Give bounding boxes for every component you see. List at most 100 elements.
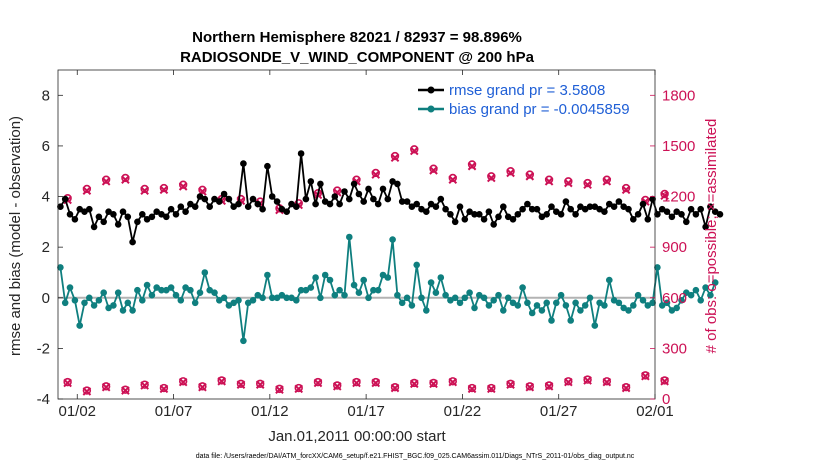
rmse-point	[86, 205, 93, 213]
bias-point	[360, 276, 368, 284]
obs-possible-point	[121, 173, 130, 183]
y-axis-right-ticks: 0 300 600 900 1200 1500 1800	[650, 87, 695, 408]
rmse-point	[634, 211, 642, 218]
obs-possible-point	[544, 175, 554, 184]
bias-point	[167, 284, 175, 291]
rmse-point	[365, 185, 372, 193]
x-axis-label: Jan.01,2011 00:00:00 start	[268, 428, 446, 445]
bias-point	[673, 304, 680, 312]
obs-possible-point	[641, 371, 650, 380]
obs-assimilated-point	[409, 146, 419, 156]
obs-assimilated-point	[448, 377, 458, 387]
obs-possible-point	[429, 164, 438, 173]
bias-point	[61, 299, 69, 307]
y-left-tick-label: 2	[42, 239, 50, 256]
bias-point	[562, 302, 570, 309]
obs-possible-point	[602, 175, 612, 184]
rmse-point	[615, 198, 623, 205]
rmse-point	[206, 203, 213, 210]
obs-possible-point	[660, 376, 669, 385]
obs-assimilated-point	[63, 378, 72, 388]
rmse-point	[649, 195, 656, 203]
rmse-point	[423, 208, 430, 215]
bias-point	[66, 284, 74, 291]
obs-possible-point	[583, 375, 592, 384]
obs-assimilated-point	[429, 166, 438, 175]
obs-assimilated-point	[621, 383, 631, 393]
bias-point	[346, 233, 353, 241]
bias-point	[451, 294, 459, 302]
bias-point	[427, 279, 435, 286]
rmse-point	[90, 223, 98, 231]
rmse-point	[139, 211, 146, 218]
obs-possible-point	[467, 383, 477, 393]
rmse-point	[528, 205, 536, 213]
bias-point	[442, 291, 449, 299]
obs-assimilated-point	[371, 170, 381, 179]
obs-possible-point	[410, 378, 419, 388]
bias-point	[312, 274, 319, 281]
obs-assimilated-point	[352, 378, 361, 388]
rmse-point	[57, 203, 64, 210]
rmse-point	[485, 208, 493, 215]
y-right-tick-label: 600	[662, 290, 687, 307]
rmse-point	[437, 195, 445, 203]
rmse-point	[567, 205, 574, 213]
bias-point	[293, 297, 300, 304]
bias-point	[663, 299, 671, 307]
rmse-point	[683, 218, 690, 226]
rmse-point	[71, 216, 79, 223]
rmse-point	[110, 211, 117, 218]
bias-point	[336, 286, 343, 294]
bias-point	[264, 271, 271, 279]
obs-assimilated-point	[159, 384, 169, 394]
rmse-point	[355, 190, 363, 198]
obs-assimilated-point	[583, 180, 592, 190]
legend-rmse-label: rmse grand pr = 3.5808	[449, 82, 605, 99]
bias-point	[398, 299, 406, 307]
rmse-point	[451, 218, 459, 226]
obs-possible-point	[371, 168, 380, 178]
obs-possible-point	[256, 379, 265, 389]
obs-assimilated-point	[544, 177, 554, 186]
rmse-point	[398, 198, 406, 205]
bias-point	[514, 302, 522, 309]
bias-point	[581, 302, 589, 309]
obs-possible-point	[121, 385, 130, 394]
bias-point	[553, 299, 560, 307]
obs-assimilated-point	[371, 378, 381, 388]
y-axis-left-label: rmse and bias (model - observation)	[7, 116, 24, 356]
obs-assimilated-point	[121, 175, 130, 184]
bias-point	[355, 289, 363, 297]
bias-point	[110, 302, 117, 309]
obs-possible-point	[602, 377, 612, 386]
bias-point	[466, 289, 473, 297]
obs-possible-point	[487, 383, 496, 393]
legend: rmse grand pr = 3.5808 bias grand pr = -…	[418, 82, 630, 118]
rmse-point	[264, 162, 271, 170]
bias-point	[211, 289, 218, 297]
bias-point	[606, 276, 613, 284]
bias-point	[548, 317, 555, 324]
bias-point	[302, 286, 310, 294]
y-left-tick-label: 8	[42, 87, 50, 104]
y-right-tick-label: 1500	[662, 138, 695, 155]
rmse-point	[524, 200, 531, 208]
y-right-tick-label: 300	[662, 340, 687, 357]
bias-point	[625, 307, 632, 314]
bias-point	[283, 294, 291, 302]
bias-point	[370, 286, 377, 294]
bias-point	[572, 299, 579, 307]
bias-point	[519, 284, 526, 291]
obs-possible-point	[294, 383, 303, 393]
bias-point	[418, 294, 425, 302]
bias-point	[528, 309, 536, 317]
obs-assimilated-point	[255, 380, 265, 389]
rmse-point	[61, 195, 69, 203]
obs-assimilated-point	[390, 383, 400, 393]
series-rmse	[57, 150, 724, 246]
rmse-point	[66, 211, 74, 218]
rmse-point	[654, 211, 661, 218]
obs-possible-point	[101, 175, 111, 184]
y-left-tick-label: 4	[42, 189, 50, 206]
